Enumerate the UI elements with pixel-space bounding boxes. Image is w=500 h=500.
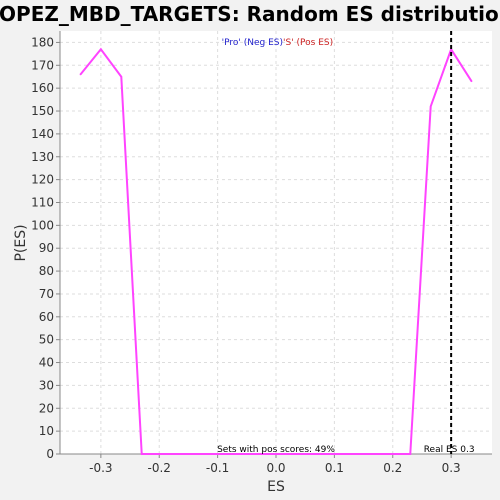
y-tick-label: 140 bbox=[31, 127, 54, 141]
x-tick-label: 0.3 bbox=[442, 461, 461, 475]
y-tick-label: 120 bbox=[31, 173, 54, 187]
y-tick-label: 40 bbox=[39, 356, 54, 370]
y-axis-label: P(ES) bbox=[13, 224, 29, 261]
y-tick-label: 80 bbox=[39, 264, 54, 278]
axes: 0 10 20 30 40 50 60 70 80 90 100 110 120 130 140 150 160… bbox=[31, 31, 492, 475]
x-tick-label: -0.2 bbox=[148, 461, 171, 475]
data-point bbox=[429, 105, 432, 108]
x-tick-label: -0.1 bbox=[206, 461, 229, 475]
data-point bbox=[470, 80, 473, 83]
y-tick-label: 20 bbox=[39, 401, 54, 415]
data-point bbox=[140, 453, 143, 455]
x-tick-label: 0.1 bbox=[325, 461, 344, 475]
x-axis-label: ES bbox=[267, 479, 285, 495]
y-tick-label: 50 bbox=[39, 333, 54, 347]
y-tick-label: 150 bbox=[31, 104, 54, 118]
real-es-label: Real ES 0.3 bbox=[424, 445, 475, 455]
y-tick-label: 160 bbox=[31, 81, 54, 95]
neg-es-label: 'Pro' (Neg ES) bbox=[222, 38, 283, 48]
x-tick-label: 0.0 bbox=[266, 461, 285, 475]
y-tick-label: 130 bbox=[31, 150, 54, 164]
data-point bbox=[409, 453, 412, 455]
y-tick-label: 60 bbox=[39, 310, 54, 324]
chart-title: LOPEZ_MBD_TARGETS: Random ES distributio… bbox=[0, 2, 500, 26]
y-tick-label: 170 bbox=[31, 58, 54, 72]
annotations: Real ES 0.3 'Pro' (Neg ES) 'S' (Pos ES) Set… bbox=[217, 31, 475, 455]
data-layer bbox=[79, 47, 473, 455]
data-point bbox=[79, 73, 82, 76]
y-tick-label: 10 bbox=[39, 424, 54, 438]
sets-with-pos-scores-label: Sets with pos scores: 49% bbox=[217, 445, 335, 455]
y-tick-label: 90 bbox=[39, 241, 54, 255]
x-tick-label: 0.2 bbox=[383, 461, 402, 475]
y-tick-label: 110 bbox=[31, 195, 54, 209]
y-tick-label: 0 bbox=[46, 447, 54, 461]
data-point bbox=[100, 48, 102, 51]
y-tick-label: 100 bbox=[31, 218, 54, 232]
x-tick-label: -0.3 bbox=[89, 461, 112, 475]
y-tick-label: 180 bbox=[31, 35, 54, 49]
data-point bbox=[120, 75, 123, 78]
y-tick-label: 30 bbox=[39, 378, 54, 392]
y-tick-label: 70 bbox=[39, 287, 54, 301]
pos-es-label: 'S' (Pos ES) bbox=[283, 38, 333, 48]
series-line bbox=[79, 47, 473, 455]
